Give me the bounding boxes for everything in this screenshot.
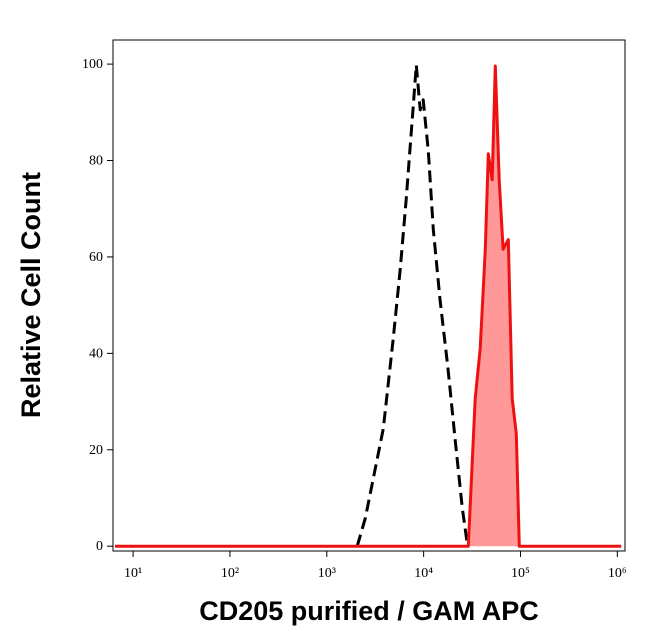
y-tick-label: 40	[89, 346, 103, 361]
y-axis-label: Relative Cell Count	[16, 172, 46, 418]
series-line	[355, 63, 469, 547]
x-tick-label: 10²	[221, 566, 239, 581]
x-tick-label: 10⁴	[414, 566, 433, 581]
area	[115, 66, 622, 547]
x-tick-label: 10⁶	[608, 566, 627, 581]
x-axis-label: CD205 purified / GAM APC	[199, 596, 539, 626]
x-tick-label: 10⁵	[511, 566, 530, 581]
y-tick-label: 20	[89, 443, 103, 458]
y-tick-label: 100	[82, 57, 103, 72]
y-tick-label: 60	[89, 250, 103, 265]
y-tick-label: 0	[96, 539, 103, 554]
series-line	[115, 64, 622, 548]
x-tick-label: 10¹	[124, 566, 142, 581]
x-tick-label: 10³	[318, 566, 336, 581]
y-tick-label: 80	[89, 154, 103, 169]
plot-frame	[112, 39, 626, 552]
